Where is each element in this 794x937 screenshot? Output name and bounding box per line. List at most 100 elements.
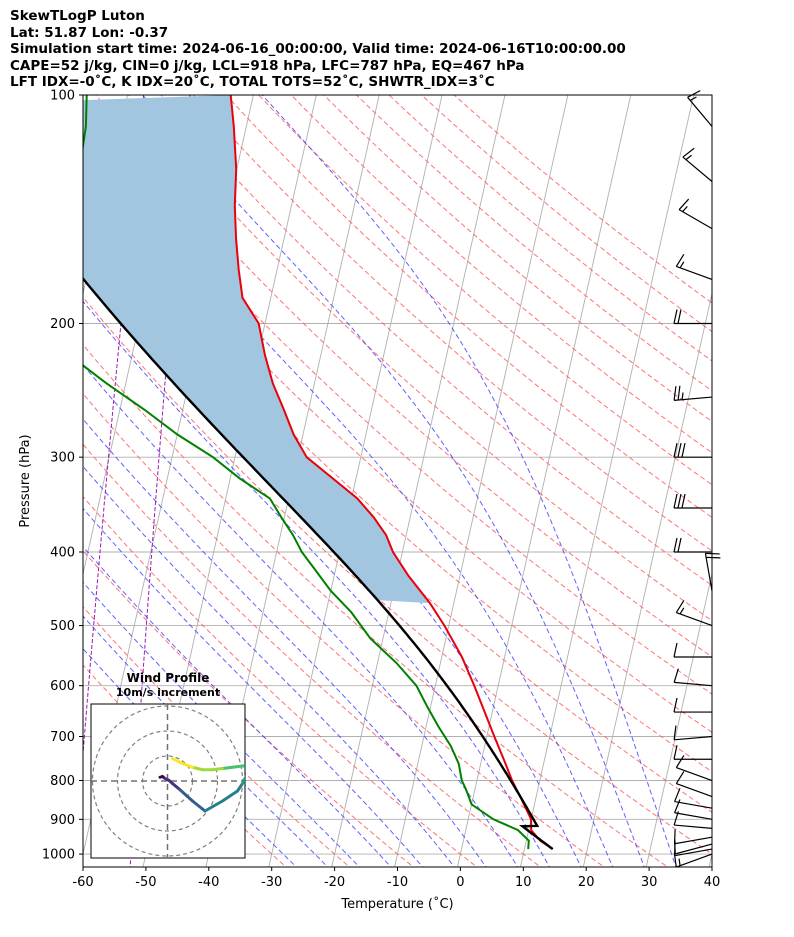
dry-adiabat (83, 495, 478, 867)
hodograph-segment (211, 767, 224, 772)
wind-barb-flag (687, 90, 701, 98)
hodograph-ring (116, 730, 219, 832)
wind-barb (682, 147, 713, 182)
wind-barb-staff (676, 783, 713, 798)
chart-header: SkewTLogP Luton Lat: 51.87 Lon: -0.37 Si… (10, 8, 790, 91)
wind-barb-staff (676, 766, 713, 782)
hodograph-segment (178, 788, 194, 803)
wind-barb (673, 443, 712, 458)
hodograph-segment (191, 765, 204, 772)
isotherm-line (582, 291, 712, 867)
hodograph-segment (241, 775, 245, 785)
wind-barb-flag (673, 537, 678, 553)
dry-adiabat (83, 161, 712, 733)
wind-barb-flag (673, 725, 677, 740)
wind-barb (673, 668, 713, 687)
cape-area (83, 95, 430, 604)
dry-adiabat (355, 95, 712, 392)
wind-barb-staff (674, 396, 713, 401)
x-tick-label: -30 (261, 875, 282, 890)
wind-barb (687, 90, 713, 127)
y-tick-label: 600 (50, 679, 75, 694)
moist-adiabat (83, 546, 392, 867)
wind-barb (675, 254, 713, 281)
isotherm-line (268, 95, 443, 867)
wind-barb (675, 771, 713, 798)
inset-plot (91, 704, 245, 858)
moist-adiabat (83, 418, 487, 867)
indices-line-2: LFT IDX=-0˚C, K IDX=20˚C, TOTAL TOTS=52˚… (10, 74, 495, 91)
wind-barb-flag (675, 254, 685, 267)
chart-title: SkewTLogP Luton (10, 8, 145, 24)
isotherm-line (708, 852, 712, 867)
y-axis-label: Pressure (hPa) (18, 434, 33, 527)
wind-barb-half-flag (679, 261, 685, 269)
wind-barb (673, 385, 713, 401)
isotherm-line (519, 95, 695, 867)
y-tick-label: 300 (50, 451, 75, 466)
wind-barb-flag (677, 537, 682, 553)
axes: -60 -50 -40 -30 -20 -10 0 10 20 30 40 100 200 300 400 5… (18, 89, 720, 913)
isotherm-line (645, 571, 712, 867)
wind-barb-half-flag (685, 154, 692, 161)
wind-barb-staff (682, 156, 713, 182)
dry-adiabat (95, 95, 712, 658)
wind-barb (673, 309, 712, 325)
hodograph-segment (171, 782, 182, 792)
wind-barb-flag (682, 147, 695, 158)
parcel-line (83, 276, 554, 851)
wind-barb-flag (674, 788, 681, 802)
wind-barb-flag (673, 309, 678, 324)
dry-adiabat (453, 95, 712, 304)
wind-barb-staff (675, 843, 713, 855)
hodograph-segment (191, 799, 207, 813)
wind-barb-flag (675, 755, 685, 768)
wind-barb (673, 537, 712, 553)
wind-barb-half-flag (682, 205, 688, 213)
y-tick-label: 900 (50, 813, 75, 828)
wind-barb (673, 745, 712, 760)
wind-barb (673, 829, 713, 845)
wind-barb-flag (705, 552, 720, 555)
wind-barbs (673, 90, 721, 868)
wind-barb-staff (676, 612, 713, 627)
wind-barb-flag (677, 385, 681, 401)
isotherm-line (331, 95, 506, 867)
dry-adiabat (160, 95, 712, 587)
wind-barb (673, 697, 712, 713)
y-tick-label: 1000 (42, 848, 75, 863)
dewpoint-line (83, 95, 530, 850)
wind-barb-flag (673, 668, 679, 683)
wind-barb-flag (706, 556, 721, 559)
wind-barb-half-flag (689, 96, 697, 101)
x-tick-label: -10 (387, 875, 408, 890)
wind-barb-flag (673, 642, 678, 658)
moist-adiabat (83, 465, 455, 867)
wind-barb-half-flag (679, 607, 685, 615)
hodograph-segment (231, 764, 244, 769)
dry-adiabat (83, 606, 351, 867)
isotherm-line (772, 95, 794, 867)
wind-barb-half-flag (681, 392, 684, 400)
hodograph-segment (221, 765, 234, 770)
wind-barb-flag (675, 600, 685, 613)
wind-barb (673, 725, 713, 741)
wind-barb-flag (673, 829, 676, 844)
x-tick-label: -20 (324, 875, 345, 890)
wind-barb-staff (674, 824, 713, 829)
moist-adiabat (83, 615, 329, 867)
wind-barb-flag (674, 799, 681, 813)
moist-adiabat (83, 364, 519, 867)
isotherm-line (394, 95, 569, 867)
wind-barb-staff (678, 209, 713, 230)
y-tick-label: 400 (50, 546, 75, 561)
wind-barb (678, 198, 713, 230)
wind-barb-staff (674, 735, 713, 741)
wind-barb-flag (677, 309, 682, 324)
wind-barb-flag (678, 198, 690, 211)
wind-barb-staff (676, 265, 713, 281)
wind-barb-flag (677, 493, 682, 509)
wind-barb-staff (674, 800, 713, 809)
